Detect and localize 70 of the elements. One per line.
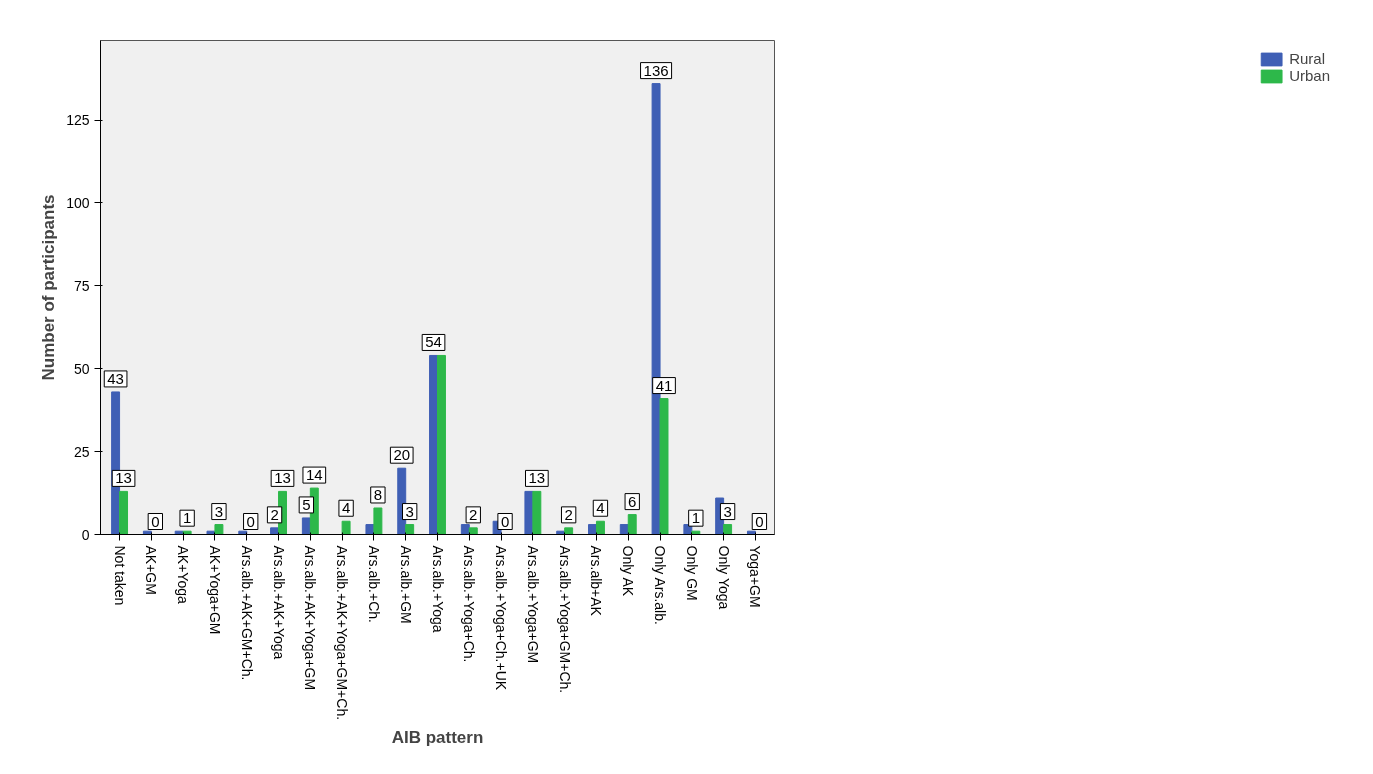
bar — [373, 507, 383, 535]
data-label: 0 — [500, 512, 510, 530]
data-label: 1 — [182, 509, 192, 527]
x-tick-label: Ars.alb.+AK+Yoga — [270, 545, 287, 660]
data-label: 3 — [405, 502, 414, 520]
data-label: 3 — [214, 502, 224, 520]
x-tick-label: Only Yoga — [715, 545, 732, 610]
x-tick-label: Ars.alb.+Yoga+GM — [524, 545, 541, 664]
data-label: 8 — [373, 485, 383, 503]
bar — [532, 490, 542, 535]
bar — [214, 524, 224, 535]
data-label: 5 — [302, 495, 311, 513]
data-label: 13 — [528, 469, 546, 487]
y-tick-label: 125 — [66, 112, 90, 129]
bar — [119, 490, 129, 535]
x-tick-label: Ars.alb.+Ch. — [365, 545, 382, 623]
x-tick-label: Ars.alb.+Yoga+GM+Ch. — [556, 545, 573, 694]
x-tick-label: Ars.alb.+Yoga+Ch. — [461, 545, 478, 663]
x-tick-label: Ars.alb.+Yoga — [429, 545, 446, 633]
data-label: 54 — [425, 333, 442, 351]
x-tick-label: Not taken — [111, 545, 128, 606]
x-tick-label: Only Ars.alb. — [652, 545, 669, 625]
legend-label: Rural — [1289, 50, 1325, 67]
data-label: 41 — [655, 376, 673, 394]
x-tick-label: Ars.alb+AK — [588, 545, 605, 617]
bar — [341, 520, 351, 535]
x-tick-label: Ars.alb.+AK+Yoga+GM+Ch. — [334, 545, 351, 721]
x-tick-label: Yoga+GM — [747, 545, 764, 608]
bar — [659, 398, 669, 535]
data-label: 6 — [628, 492, 637, 510]
data-label: 4 — [341, 499, 351, 517]
bar — [627, 514, 637, 535]
data-label: 20 — [393, 446, 411, 464]
data-label: 2 — [469, 505, 478, 523]
x-tick-label: Only GM — [683, 545, 700, 601]
y-axis-title: Number of participants — [39, 194, 59, 381]
data-label: 13 — [274, 469, 291, 487]
x-tick-label: AK+GM — [143, 545, 160, 595]
data-label: 14 — [305, 466, 323, 484]
y-tick-label: 25 — [73, 443, 90, 460]
x-tick-label: Only AK — [620, 545, 637, 597]
x-tick-label: AK+Yoga — [175, 545, 192, 604]
x-tick-label: Ars.alb.+AK+Yoga+GM — [302, 545, 319, 691]
x-tick-label: AK+Yoga+GM — [206, 545, 223, 635]
y-tick-label: 75 — [73, 277, 90, 294]
x-axis-title: AIB pattern — [391, 728, 484, 748]
x-tick-label: Ars.alb.+Yoga+Ch.+UK — [493, 545, 510, 691]
data-label: 13 — [115, 469, 132, 487]
data-label: 2 — [564, 505, 573, 523]
legend-label: Urban — [1289, 67, 1330, 84]
bar — [405, 524, 415, 535]
bar — [595, 520, 605, 535]
bar — [437, 354, 446, 535]
y-tick-label: 100 — [66, 194, 90, 211]
x-tick-label: Ars.alb.+AK+GM+Ch. — [238, 545, 255, 681]
bar — [468, 527, 478, 535]
data-label: 0 — [151, 512, 160, 530]
data-label: 0 — [755, 512, 764, 530]
data-label: 3 — [723, 502, 732, 520]
data-label: 136 — [643, 61, 669, 79]
bar — [564, 527, 574, 535]
y-tick-label: 50 — [73, 360, 90, 377]
data-label: 0 — [246, 512, 255, 530]
data-label: 4 — [596, 499, 605, 517]
bar — [723, 524, 733, 535]
data-label: 43 — [107, 369, 124, 387]
data-label: 2 — [270, 505, 279, 523]
data-label: 1 — [691, 509, 700, 527]
x-tick-label: Ars.alb.+GM — [397, 545, 414, 624]
y-tick-label: 0 — [81, 526, 90, 543]
